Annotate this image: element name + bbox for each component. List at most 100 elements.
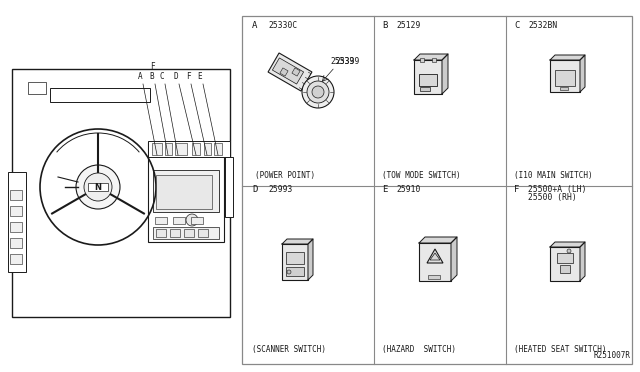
Text: D: D — [173, 72, 179, 81]
Text: 25339: 25339 — [330, 57, 355, 66]
Bar — [414, 60, 442, 94]
Text: B: B — [150, 72, 154, 81]
Polygon shape — [292, 68, 300, 76]
Text: C: C — [160, 72, 164, 81]
Text: 25330C: 25330C — [268, 21, 297, 30]
Bar — [286, 252, 304, 264]
Bar — [148, 142, 224, 242]
Bar — [557, 253, 573, 263]
Circle shape — [312, 86, 324, 98]
Text: (HEATED SEAT SWITCH): (HEATED SEAT SWITCH) — [514, 345, 607, 354]
Text: B: B — [382, 21, 387, 30]
Text: 25910: 25910 — [396, 185, 420, 194]
Text: F: F — [186, 72, 190, 81]
Bar — [148, 141, 230, 157]
Bar — [153, 227, 219, 239]
Bar — [192, 143, 200, 155]
Text: 25129: 25129 — [396, 21, 420, 30]
Polygon shape — [268, 53, 312, 91]
Bar — [420, 87, 430, 91]
Polygon shape — [451, 237, 457, 281]
Text: C: C — [514, 21, 520, 30]
Text: F: F — [150, 62, 154, 71]
Bar — [10, 238, 22, 248]
Bar — [155, 217, 167, 224]
Bar — [153, 170, 219, 212]
Bar — [10, 190, 22, 200]
Text: F: F — [514, 185, 520, 194]
Polygon shape — [308, 239, 313, 280]
Bar — [420, 58, 424, 62]
Bar — [170, 229, 180, 237]
Bar — [175, 143, 187, 155]
Text: D: D — [252, 185, 257, 194]
Text: (HAZARD  SWITCH): (HAZARD SWITCH) — [382, 345, 456, 354]
Text: (POWER POINT): (POWER POINT) — [255, 171, 315, 180]
Bar — [225, 157, 233, 217]
Polygon shape — [282, 239, 313, 244]
Bar — [419, 243, 451, 281]
Text: 2532BN: 2532BN — [528, 21, 557, 30]
Bar — [204, 143, 211, 155]
Circle shape — [84, 173, 112, 201]
Bar — [10, 254, 22, 264]
Bar — [50, 88, 150, 102]
Text: 25500 (RH): 25500 (RH) — [528, 193, 577, 202]
Polygon shape — [273, 58, 303, 84]
Bar — [156, 229, 166, 237]
Polygon shape — [427, 249, 443, 263]
Bar — [28, 82, 46, 94]
Bar — [165, 143, 172, 155]
Bar — [198, 229, 208, 237]
Text: E: E — [382, 185, 387, 194]
Bar — [560, 265, 570, 273]
Circle shape — [76, 165, 120, 209]
Text: A: A — [138, 72, 142, 81]
Text: (SCANNER SWITCH): (SCANNER SWITCH) — [252, 345, 326, 354]
Bar — [428, 275, 440, 279]
Bar — [555, 70, 575, 86]
Polygon shape — [430, 253, 440, 260]
Bar — [10, 206, 22, 216]
Polygon shape — [414, 54, 448, 60]
Polygon shape — [550, 242, 585, 247]
Bar — [286, 267, 304, 276]
Polygon shape — [580, 55, 585, 92]
Text: (TOW MODE SWITCH): (TOW MODE SWITCH) — [382, 171, 461, 180]
Bar — [156, 175, 212, 209]
Text: N: N — [95, 183, 102, 192]
Text: R251007R: R251007R — [593, 351, 630, 360]
Bar — [88, 183, 108, 191]
Bar — [173, 217, 185, 224]
Text: A: A — [252, 21, 257, 30]
Bar — [191, 217, 203, 224]
Polygon shape — [419, 237, 457, 243]
Circle shape — [287, 270, 291, 274]
Text: E: E — [198, 72, 202, 81]
Text: 25500+A (LH): 25500+A (LH) — [528, 185, 586, 194]
Circle shape — [302, 76, 334, 108]
Bar — [214, 143, 222, 155]
Circle shape — [567, 249, 571, 253]
Circle shape — [307, 81, 329, 103]
Bar — [184, 229, 194, 237]
Bar — [282, 244, 308, 280]
Polygon shape — [280, 68, 288, 76]
Bar — [10, 222, 22, 232]
Text: 25339: 25339 — [335, 57, 360, 66]
Bar — [419, 74, 437, 86]
Polygon shape — [580, 242, 585, 281]
Bar — [8, 172, 26, 272]
Bar — [12, 69, 230, 317]
Bar — [550, 60, 580, 92]
Polygon shape — [442, 54, 448, 94]
Text: 25993: 25993 — [268, 185, 292, 194]
Polygon shape — [550, 55, 585, 60]
Bar — [560, 87, 568, 90]
Bar — [432, 58, 436, 62]
Bar — [152, 143, 162, 155]
Text: (I10 MAIN SWITCH): (I10 MAIN SWITCH) — [514, 171, 593, 180]
Bar — [550, 247, 580, 281]
Circle shape — [186, 214, 198, 226]
Bar — [242, 16, 632, 364]
